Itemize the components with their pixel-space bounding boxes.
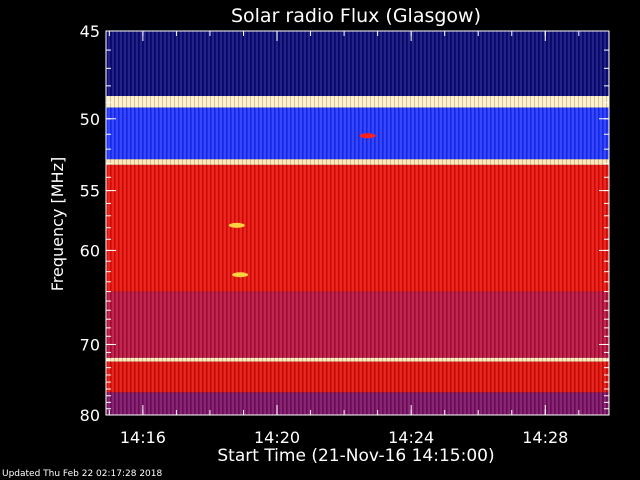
plot-area xyxy=(106,31,609,415)
y-tick-label-0: 45 xyxy=(80,22,100,41)
highlight-1 xyxy=(232,272,249,278)
highlight-0 xyxy=(228,222,245,228)
y-tick-label-5: 80 xyxy=(80,406,100,425)
plot-frame xyxy=(105,30,610,416)
band-texture-0 xyxy=(106,31,609,97)
y-tick-label-3: 60 xyxy=(80,241,100,260)
band-texture-1 xyxy=(106,96,609,108)
x-tick-label-1: 14:20 xyxy=(254,428,300,447)
band-texture-2 xyxy=(106,107,609,160)
chart-title: Solar radio Flux (Glasgow) xyxy=(231,5,481,27)
highlight-2 xyxy=(359,133,376,139)
x-tick-label-0: 14:16 xyxy=(120,428,166,447)
band-texture-7 xyxy=(106,361,609,393)
band-texture-4 xyxy=(106,164,609,292)
plot-axes: 14:16 14:20 14:24 14:28 45 50 55 60 70 80 xyxy=(80,22,610,447)
y-tick-label-4: 70 xyxy=(80,335,100,354)
x-tick-label-2: 14:24 xyxy=(388,428,434,447)
band-texture-3 xyxy=(106,159,609,165)
band-texture-8 xyxy=(106,392,609,415)
y-tick-label-1: 50 xyxy=(80,110,100,129)
y-tick-label-2: 55 xyxy=(80,182,100,201)
x-tick-label-3: 14:28 xyxy=(522,428,568,447)
band-texture-5 xyxy=(106,291,609,358)
band-texture-6 xyxy=(106,357,609,362)
x-axis-label: Start Time (21-Nov-16 14:15:00) xyxy=(217,446,494,466)
updated-timestamp: Updated Thu Feb 22 02:17:28 2018 xyxy=(2,469,163,479)
y-axis-label: Frequency [MHz] xyxy=(48,157,67,291)
